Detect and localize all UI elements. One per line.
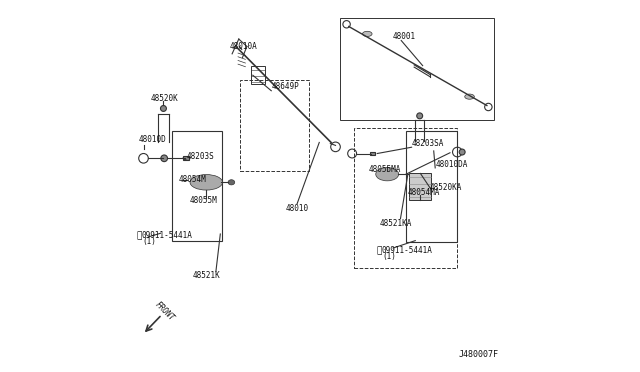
Text: 48054MA: 48054MA [408,188,440,197]
Text: 48055MA: 48055MA [369,165,401,174]
Bar [406,131,457,242]
Text: (1): (1) [383,252,397,261]
Circle shape [417,113,422,119]
Bar [340,17,493,120]
Ellipse shape [190,174,223,190]
Bar [251,66,266,84]
Bar [370,152,375,155]
Text: 48203S: 48203S [186,153,214,161]
Text: 48010: 48010 [286,204,309,213]
Bar [172,131,222,241]
Text: 48203SA: 48203SA [412,139,444,148]
Circle shape [161,155,168,161]
Text: 48521K: 48521K [193,270,220,280]
Text: 48520K: 48520K [150,94,178,103]
Bar [239,80,309,171]
Text: 48010D: 48010D [138,135,166,144]
Text: Ⓝ: Ⓝ [376,246,381,255]
Bar [354,128,456,268]
Circle shape [161,106,166,112]
Ellipse shape [465,94,474,99]
Text: FRONT: FRONT [153,300,176,323]
Text: 48010DA: 48010DA [435,160,468,169]
Text: 48054M: 48054M [179,175,207,184]
Circle shape [459,149,465,155]
Text: 48521KA: 48521KA [380,218,412,228]
Text: J480007F: J480007F [458,350,499,359]
Text: (1): (1) [143,237,157,246]
Ellipse shape [376,167,399,181]
Text: 48520KA: 48520KA [430,183,463,192]
Text: 48055M: 48055M [190,196,218,205]
Ellipse shape [228,180,235,185]
Text: 48001: 48001 [393,32,416,41]
Bar [182,157,189,160]
Ellipse shape [362,31,372,36]
Text: 48010A: 48010A [229,42,257,51]
Text: Ⓝ: Ⓝ [136,231,141,240]
Text: 48649P: 48649P [271,82,299,91]
Bar [410,173,431,200]
Text: 09911-5441A: 09911-5441A [381,246,432,255]
Text: 09911-5441A: 09911-5441A [141,231,192,240]
